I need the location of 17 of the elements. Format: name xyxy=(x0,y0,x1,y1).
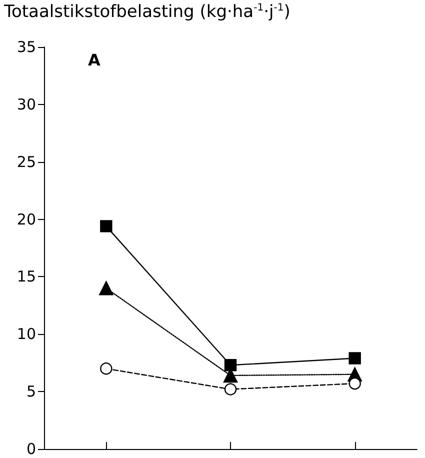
point xyxy=(348,352,361,364)
point xyxy=(348,377,361,390)
y-tick-label: 0 xyxy=(26,440,36,458)
point xyxy=(99,281,114,296)
annotation: A xyxy=(88,50,101,70)
point xyxy=(100,220,112,232)
y-tick-label: 25 xyxy=(16,152,36,171)
y-tick-label: 10 xyxy=(16,325,36,344)
y-tick-label: 30 xyxy=(16,95,36,114)
point xyxy=(224,359,237,372)
y-axis-title: Totaalstikstofbelasting (kg·ha$^{-1}$·j$^{-1}$) xyxy=(4,2,290,22)
y-tick-label: 5 xyxy=(26,382,36,401)
y-tick-label: 15 xyxy=(16,268,36,286)
y-tick-label: 20 xyxy=(16,210,36,228)
y-tick-label: 35 xyxy=(16,38,36,56)
point xyxy=(100,362,112,375)
point xyxy=(224,383,237,396)
